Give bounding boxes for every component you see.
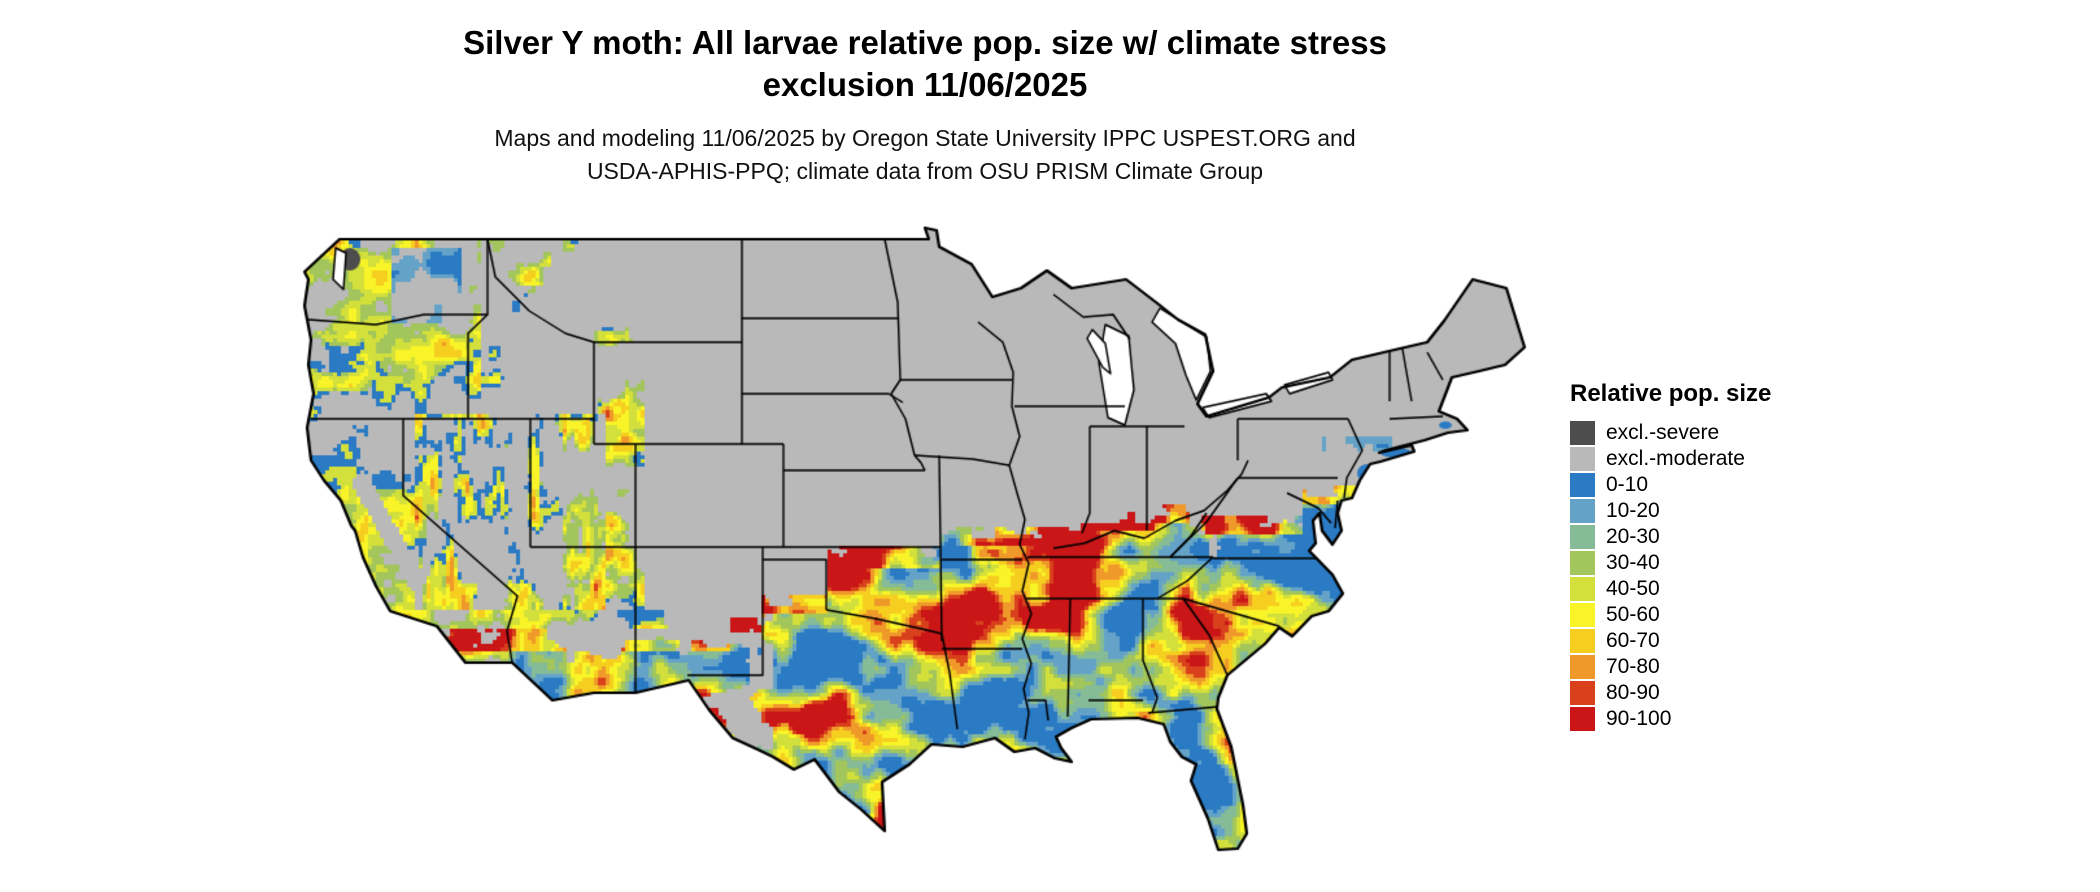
legend-item: 20-30 xyxy=(1570,524,1771,550)
header: Silver Y moth: All larvae relative pop. … xyxy=(250,22,1600,187)
legend-item: 40-50 xyxy=(1570,576,1771,602)
legend-swatch xyxy=(1570,525,1595,549)
map-title: Silver Y moth: All larvae relative pop. … xyxy=(250,22,1600,106)
map-subtitle-line1: Maps and modeling 11/06/2025 by Oregon S… xyxy=(494,125,1356,152)
legend-label: 0-10 xyxy=(1606,473,1649,496)
legend-item: 30-40 xyxy=(1570,550,1771,576)
legend-label: 50-60 xyxy=(1606,603,1660,626)
legend-swatch xyxy=(1570,629,1595,653)
legend-item: 0-10 xyxy=(1570,472,1771,498)
map-subtitle: Maps and modeling 11/06/2025 by Oregon S… xyxy=(250,122,1600,186)
legend-items: excl.-severe excl.-moderate 0-10 10-20 2… xyxy=(1570,420,1771,732)
legend-label: 20-30 xyxy=(1606,525,1660,548)
legend-item: 60-70 xyxy=(1570,628,1771,654)
us-map-canvas xyxy=(298,214,1544,880)
legend-label: 70-80 xyxy=(1606,655,1660,678)
map-title-line1: Silver Y moth: All larvae relative pop. … xyxy=(463,24,1387,61)
legend: Relative pop. size excl.-severe excl.-mo… xyxy=(1570,380,1771,732)
legend-swatch xyxy=(1570,421,1595,445)
legend-label: 40-50 xyxy=(1606,577,1660,600)
legend-item: excl.-severe xyxy=(1570,420,1771,446)
legend-label: excl.-severe xyxy=(1606,421,1720,444)
legend-item: 10-20 xyxy=(1570,498,1771,524)
legend-swatch xyxy=(1570,447,1595,471)
legend-label: 90-100 xyxy=(1606,707,1672,730)
legend-swatch xyxy=(1570,655,1595,679)
legend-swatch xyxy=(1570,577,1595,601)
legend-swatch xyxy=(1570,499,1595,523)
legend-swatch xyxy=(1570,681,1595,705)
legend-swatch xyxy=(1570,473,1595,497)
map-title-line2: exclusion 11/06/2025 xyxy=(762,66,1088,104)
us-map xyxy=(298,214,1544,880)
legend-item: 90-100 xyxy=(1570,706,1771,732)
legend-label: excl.-moderate xyxy=(1606,447,1745,470)
legend-label: 80-90 xyxy=(1606,681,1660,704)
legend-item: 70-80 xyxy=(1570,654,1771,680)
map-subtitle-line2: USDA-APHIS-PPQ; climate data from OSU PR… xyxy=(586,157,1264,184)
legend-label: 30-40 xyxy=(1606,551,1660,574)
legend-swatch xyxy=(1570,707,1595,731)
legend-title: Relative pop. size xyxy=(1570,380,1772,407)
legend-label: 60-70 xyxy=(1606,629,1660,652)
legend-swatch xyxy=(1570,603,1595,627)
legend-item: 50-60 xyxy=(1570,602,1771,628)
legend-label: 10-20 xyxy=(1606,499,1660,522)
legend-item: excl.-moderate xyxy=(1570,446,1771,472)
legend-item: 80-90 xyxy=(1570,680,1771,706)
legend-swatch xyxy=(1570,551,1595,575)
